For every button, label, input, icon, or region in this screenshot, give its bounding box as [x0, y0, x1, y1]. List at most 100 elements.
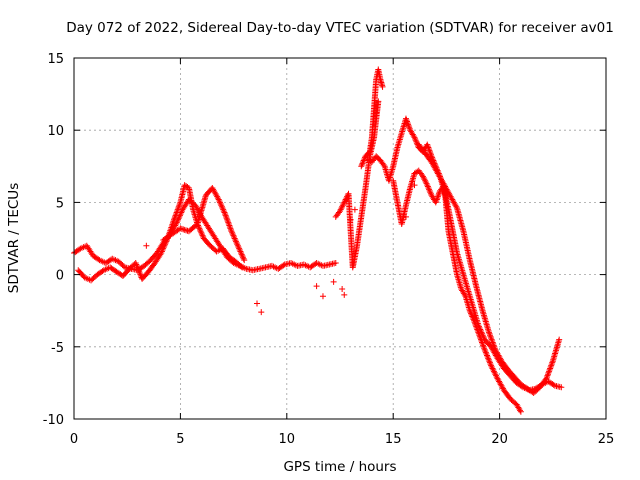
data-point-marker	[543, 374, 550, 381]
data-point-marker	[173, 209, 180, 216]
data-point-marker	[403, 117, 410, 124]
data-point-marker	[133, 262, 140, 269]
data-point-marker	[229, 231, 236, 238]
data-point-marker	[218, 203, 225, 210]
data-point-marker	[427, 189, 434, 196]
data-point-marker	[239, 264, 246, 271]
data-point-marker	[229, 229, 236, 236]
data-point-marker	[493, 372, 500, 379]
data-point-marker	[476, 332, 483, 339]
data-point-marker	[412, 135, 419, 142]
data-point-marker	[478, 338, 485, 345]
data-point-marker	[548, 362, 555, 369]
data-point-marker	[351, 206, 358, 213]
data-point-marker	[547, 364, 554, 371]
data-point-marker	[489, 338, 496, 345]
data-point-marker	[358, 161, 365, 168]
data-point-marker	[486, 330, 493, 337]
data-point-marker	[380, 161, 387, 168]
data-point-marker	[241, 257, 248, 264]
data-point-marker	[487, 332, 494, 339]
data-point-marker	[341, 291, 348, 298]
data-point-marker	[339, 203, 346, 210]
data-point-marker	[224, 216, 231, 223]
data-point-marker	[158, 248, 165, 255]
data-point-marker	[485, 329, 492, 336]
data-point-marker	[434, 193, 441, 200]
data-point-marker	[467, 309, 474, 316]
data-point-marker	[426, 147, 433, 154]
data-point-marker	[425, 184, 432, 191]
x-tick-label: 25	[598, 432, 615, 447]
data-point-marker	[339, 286, 346, 293]
data-point-marker	[134, 264, 141, 271]
data-point-marker	[556, 336, 563, 343]
data-point-marker	[220, 206, 227, 213]
data-point-marker	[480, 342, 487, 349]
data-point-marker	[486, 358, 493, 365]
data-point-marker	[216, 199, 223, 206]
data-point-marker	[425, 144, 432, 151]
data-point-marker	[477, 336, 484, 343]
data-point-marker	[217, 200, 224, 207]
data-point-marker	[411, 182, 418, 189]
data-point-marker	[222, 212, 229, 219]
data-point-marker	[488, 362, 495, 369]
data-point-marker	[235, 244, 242, 251]
data-point-marker	[358, 163, 365, 170]
data-point-marker	[469, 314, 476, 321]
data-point-marker	[359, 160, 366, 167]
data-point-marker	[220, 208, 227, 215]
data-point-marker	[542, 376, 549, 383]
data-point-marker	[471, 317, 478, 324]
data-point-marker	[174, 206, 181, 213]
data-point-marker	[468, 312, 475, 319]
data-point-marker	[330, 278, 337, 285]
data-point-marker	[225, 219, 232, 226]
data-point-marker	[433, 197, 440, 204]
data-point-marker	[221, 209, 228, 216]
data-point-marker	[487, 333, 494, 340]
data-point-marker	[427, 190, 434, 197]
data-point-marker	[481, 346, 488, 353]
data-points	[71, 66, 565, 415]
data-point-marker	[171, 215, 178, 222]
data-point-marker	[424, 143, 431, 150]
data-point-marker	[546, 368, 553, 375]
data-point-marker	[485, 355, 492, 362]
data-point-marker	[433, 196, 440, 203]
data-point-marker	[548, 361, 555, 368]
data-point-marker	[487, 361, 494, 368]
data-point-marker	[404, 118, 411, 125]
data-point-marker	[231, 235, 238, 242]
data-point-marker	[342, 196, 349, 203]
data-point-marker	[411, 134, 418, 141]
data-point-marker	[239, 254, 246, 261]
data-point-marker	[488, 336, 495, 343]
y-tick-label: 0	[56, 269, 64, 284]
data-point-marker	[424, 182, 431, 189]
data-point-marker	[238, 249, 245, 256]
data-point-marker	[435, 190, 442, 197]
data-point-marker	[176, 202, 183, 209]
y-tick-label: 10	[47, 124, 64, 139]
data-point-marker	[218, 202, 225, 209]
data-point-marker	[232, 236, 239, 243]
data-point-marker	[258, 309, 265, 316]
data-point-marker	[491, 345, 498, 352]
data-point-marker	[341, 197, 348, 204]
data-point-marker	[491, 369, 498, 376]
data-point-marker	[172, 212, 179, 219]
data-point-marker	[545, 369, 552, 376]
data-point-marker	[196, 226, 203, 233]
data-point-marker	[143, 242, 150, 249]
y-tick-label: -10	[43, 413, 64, 428]
data-point-marker	[412, 137, 419, 144]
data-point-marker	[492, 371, 499, 378]
data-point-marker	[468, 310, 475, 317]
y-tick-label: 15	[47, 52, 64, 67]
data-point-marker	[488, 335, 495, 342]
data-point-marker	[410, 132, 417, 139]
data-point-marker	[484, 353, 491, 360]
